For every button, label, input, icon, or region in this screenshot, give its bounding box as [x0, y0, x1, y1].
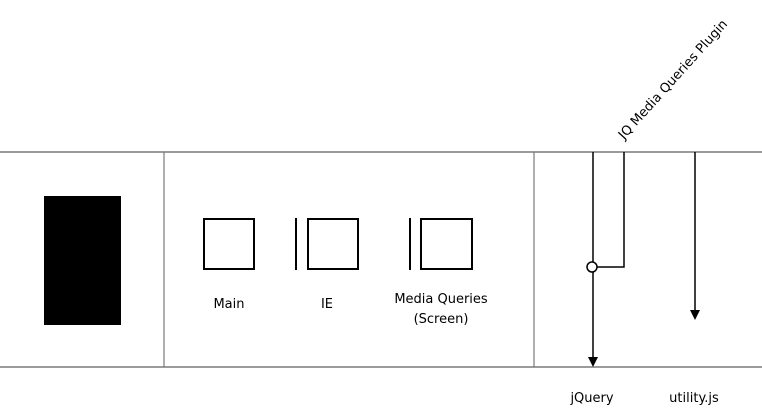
plugin-label: JQ Media Queries Plugin — [615, 17, 731, 143]
ie-stylesheet-label: IE — [321, 297, 333, 312]
page-block — [44, 196, 121, 325]
jquery-label: jQuery — [569, 391, 613, 406]
media-queries-stylesheet-icon — [409, 218, 473, 270]
media-queries-label-line1: Media Queries — [394, 292, 488, 307]
main-stylesheet-label: Main — [213, 297, 244, 312]
utility-label: utility.js — [669, 391, 719, 406]
media-queries-label-line2: (Screen) — [414, 312, 469, 327]
ie-stylesheet-icon — [295, 218, 359, 270]
utility-arrowhead — [690, 310, 700, 320]
plugin-junction-node — [586, 261, 598, 273]
main-stylesheet-icon — [203, 218, 255, 270]
jquery-arrowhead — [588, 357, 598, 367]
plugin-connector-line — [597, 152, 625, 268]
